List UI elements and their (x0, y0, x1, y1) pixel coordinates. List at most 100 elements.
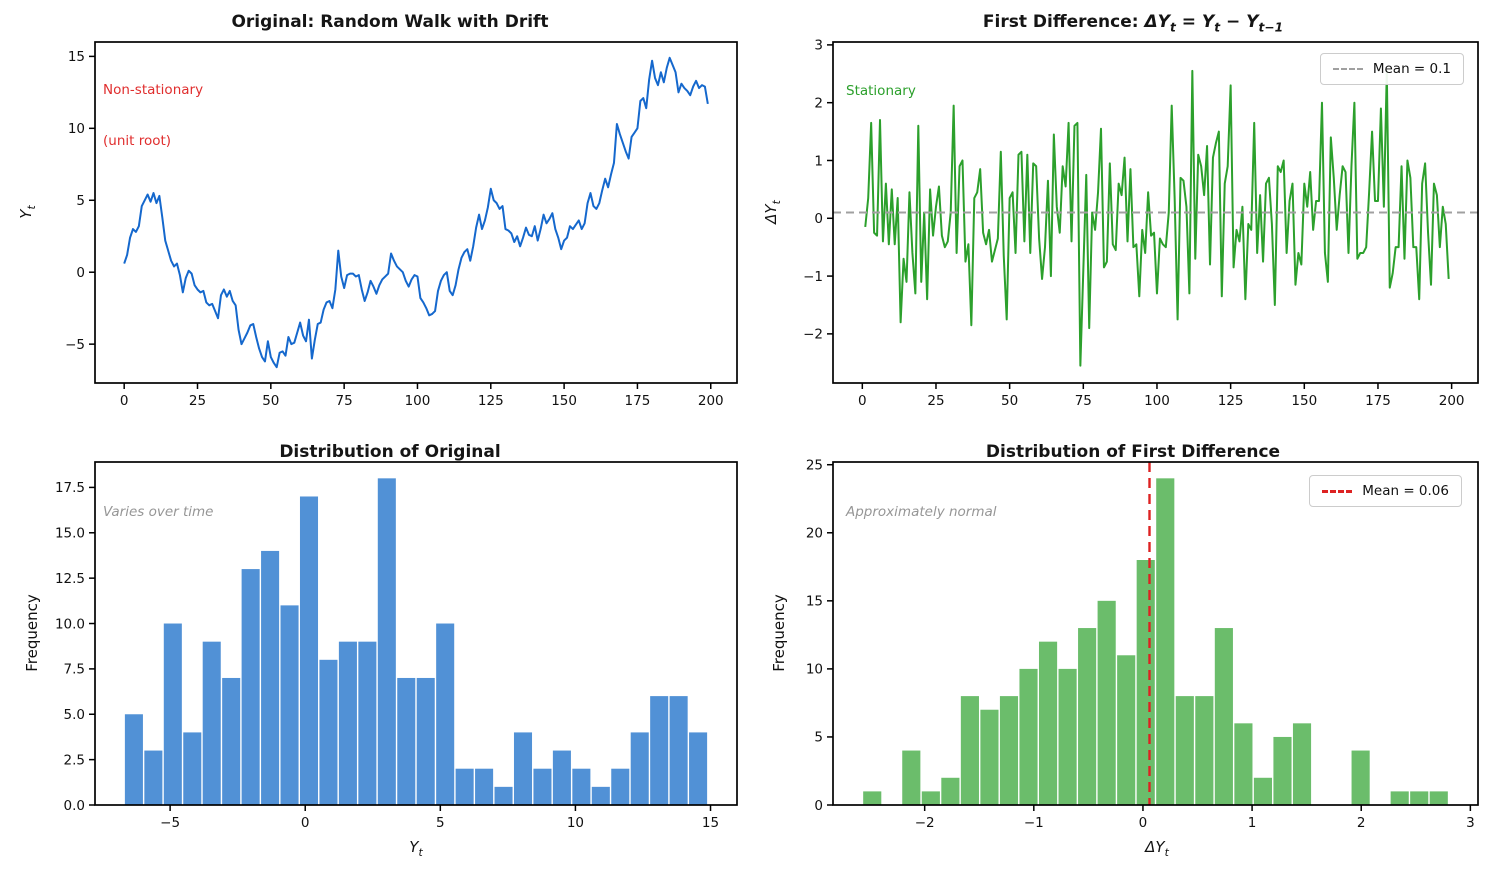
y-tick-label: 15.0 (55, 526, 85, 542)
x-axis-label-yt: Yt (409, 838, 423, 859)
histogram-bar (1253, 777, 1273, 805)
y-tick-label: 7.5 (64, 662, 85, 678)
chart-title-distribution-diff: Distribution of First Difference (985, 442, 1281, 462)
x-tick-label: 100 (405, 393, 431, 409)
x-tick-label: 200 (1439, 393, 1465, 409)
histogram-bar (980, 709, 999, 805)
subplot-first-difference: First Difference: ΔYt = Yt − Yt−1 0 25 50 7… (743, 0, 1486, 440)
red-dashed-line-icon (1322, 489, 1353, 493)
histogram-bar (1351, 750, 1370, 805)
y-tick-label: −2 (803, 327, 823, 343)
histogram-bar (183, 732, 202, 805)
histogram-bar (552, 750, 571, 805)
histogram-bar (513, 732, 533, 805)
legend-mean-diff: Mean = 0.1 (1319, 53, 1464, 85)
x-tick-label: 2 (1357, 815, 1366, 831)
histogram-bar (494, 786, 513, 805)
histogram-bar (669, 696, 688, 805)
y-tick-label: 5.0 (64, 707, 85, 723)
plot-canvas-first-difference: 0 25 50 75 100 125 150 175 200 −2 −1 0 1 2 3 (803, 38, 1479, 409)
histogram-bar (611, 768, 630, 805)
y-tick-label: −1 (803, 269, 823, 285)
histogram-bar (358, 641, 377, 805)
histogram-bar (436, 623, 455, 805)
x-tick-label: 5 (436, 815, 445, 831)
histogram-bar (416, 677, 435, 805)
x-tick-label: −5 (160, 815, 180, 831)
annotation-line-1: Varies over time (103, 504, 214, 520)
histogram-bar (241, 569, 260, 805)
histogram-bar (689, 732, 708, 805)
histogram-bar (1078, 628, 1097, 805)
line-series (123, 56, 709, 369)
annotation-nonstationary: Non-stationary (unit root) (103, 48, 203, 184)
histogram-bar (533, 768, 552, 805)
x-tick-label: 0 (120, 393, 129, 409)
axes-spines (832, 41, 1479, 384)
y-tick-label: 1 (814, 153, 823, 169)
histogram-bar (1410, 791, 1429, 805)
histogram-bar (863, 791, 882, 805)
histogram-bar (1136, 560, 1155, 805)
histogram-bar (124, 714, 143, 805)
subplot-distribution-original: Distribution of Original −5 0 5 10 15 0.0 2.5 5… (0, 440, 743, 880)
histogram-bar (1292, 723, 1312, 805)
x-tick-label: 150 (551, 393, 577, 409)
subplot-original: Original: Random Walk with Drift 0 25 50 75… (0, 0, 743, 440)
x-tick-label: 3 (1466, 815, 1475, 831)
x-tick-label: 75 (336, 393, 353, 409)
histogram-bar (144, 750, 163, 805)
y-tick-label: 0 (814, 798, 823, 814)
histogram-bar (630, 732, 649, 805)
chart-title-original: Original: Random Walk with Drift (231, 12, 549, 32)
x-tick-label: 175 (625, 393, 651, 409)
x-axis-label-delta-yt: ΔYt (1145, 838, 1169, 859)
y-tick-label: 15 (68, 49, 85, 65)
histogram-bar (1097, 600, 1116, 805)
histogram-bar (902, 750, 921, 805)
y-tick-label: 2.5 (64, 752, 85, 768)
x-tick-label: 125 (1218, 393, 1244, 409)
histogram-bar (163, 623, 182, 805)
plot-canvas-distribution-original: −5 0 5 10 15 0.0 2.5 5.0 7.5 10.0 12.5 15.0 17.5 (55, 461, 738, 831)
y-axis-label-first-difference: ΔYt (762, 200, 783, 224)
x-tick-label: 50 (262, 393, 279, 409)
y-tick-label: 10 (68, 121, 85, 137)
x-tick-label: 125 (478, 393, 504, 409)
y-axis-label-frequency-right: Frequency (770, 594, 788, 672)
x-tick-label: 175 (1365, 393, 1391, 409)
annotation-varies: Varies over time (103, 470, 213, 555)
y-tick-label: 0.0 (64, 798, 85, 814)
histogram-bar (572, 768, 591, 805)
histogram-bar (960, 696, 979, 805)
y-tick-label: 12.5 (55, 571, 85, 587)
x-tick-label: 1 (1248, 815, 1257, 831)
y-tick-label: 20 (806, 526, 823, 542)
histogram-bar (591, 786, 610, 805)
plot-canvas-original: 0 25 50 75 100 125 150 175 200 −5 0 5 10 15 (65, 41, 738, 409)
chart-title-first-difference: First Difference: ΔYt = Yt − Yt−1 (813, 12, 1453, 34)
x-tick-label: 15 (702, 815, 719, 831)
histogram-bar (202, 641, 221, 805)
legend-label: Mean = 0.06 (1362, 483, 1449, 499)
histogram-bar (999, 696, 1019, 805)
histogram-bar (1117, 655, 1136, 805)
x-tick-label: 200 (698, 393, 724, 409)
histogram-bar (319, 659, 338, 805)
x-tick-label: −1 (1024, 815, 1044, 831)
histogram-bar (1058, 668, 1077, 805)
x-tick-label: 25 (189, 393, 206, 409)
x-tick-label: 150 (1291, 393, 1317, 409)
y-tick-label: 5 (76, 193, 85, 209)
histogram-bar (475, 768, 494, 805)
histogram-bar (1273, 736, 1292, 805)
title-prefix: First Difference: (982, 12, 1145, 32)
histogram-bar (1195, 696, 1214, 805)
y-tick-label: 0 (76, 265, 85, 281)
legend-mean-dist-diff: Mean = 0.06 (1309, 475, 1462, 507)
histogram-bar (455, 768, 474, 805)
y-tick-label: 17.5 (55, 480, 85, 496)
histogram-bar (1390, 791, 1409, 805)
histogram-bar (921, 791, 940, 805)
